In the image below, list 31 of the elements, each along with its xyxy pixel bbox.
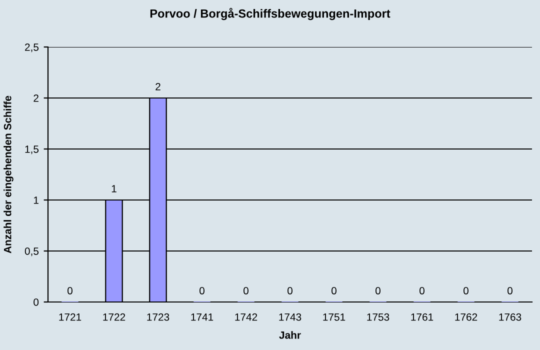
data-label: 2 — [156, 83, 160, 90]
x-tick-label: 1753 — [367, 313, 390, 321]
y-axis-title: Anzahl der eingehenden Schiffe — [4, 96, 14, 254]
y-tick-label: 1 — [34, 196, 38, 204]
chart-title: Porvoo / Borgå-Schiffsbewegungen-Import — [150, 8, 390, 20]
x-tick-label: 1741 — [191, 313, 214, 321]
x-tick-label: 1721 — [59, 313, 82, 321]
data-label: 0 — [376, 287, 380, 294]
x-tick-label: 1722 — [103, 313, 126, 321]
x-tick-label: 1762 — [455, 313, 478, 321]
data-label: 0 — [288, 287, 292, 294]
y-tick-label: 0,5 — [24, 248, 39, 256]
x-axis-title: Jahr — [279, 331, 301, 339]
x-tick-label: 1763 — [499, 313, 522, 321]
y-tick-label: 2 — [34, 94, 38, 102]
data-label: 0 — [508, 287, 512, 294]
data-label: 0 — [244, 287, 248, 294]
data-label: 0 — [68, 287, 72, 294]
data-label: 0 — [200, 287, 204, 294]
x-tick-label: 1751 — [323, 313, 346, 321]
data-label: 0 — [420, 287, 424, 294]
x-tick-label: 1743 — [279, 313, 302, 321]
y-tick-label: 1,5 — [25, 146, 39, 154]
x-tick-label: 1761 — [411, 313, 434, 321]
y-tick-label: 2,5 — [25, 44, 39, 52]
data-label: 0 — [464, 287, 468, 294]
x-tick-label: 1742 — [235, 313, 258, 321]
x-tick-label: 1723 — [147, 313, 170, 321]
y-tick-label: 0 — [34, 298, 39, 306]
data-label: 1 — [112, 185, 116, 192]
data-label: 0 — [332, 287, 336, 294]
